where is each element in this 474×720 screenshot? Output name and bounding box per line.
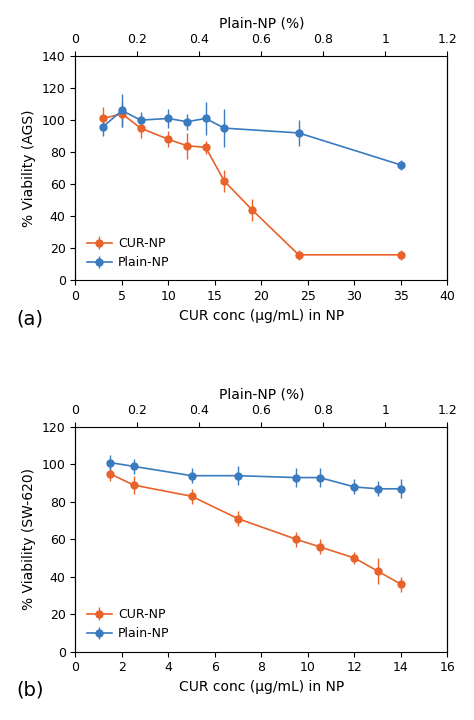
- X-axis label: Plain-NP (%): Plain-NP (%): [219, 388, 304, 402]
- X-axis label: CUR conc (μg/mL) in NP: CUR conc (μg/mL) in NP: [179, 309, 344, 323]
- Y-axis label: % Viability (SW-620): % Viability (SW-620): [22, 468, 36, 611]
- Y-axis label: % Viability (AGS): % Viability (AGS): [22, 109, 36, 227]
- X-axis label: CUR conc (μg/mL) in NP: CUR conc (μg/mL) in NP: [179, 680, 344, 694]
- X-axis label: Plain-NP (%): Plain-NP (%): [219, 17, 304, 31]
- Legend: CUR-NP, Plain-NP: CUR-NP, Plain-NP: [82, 603, 174, 645]
- Text: (b): (b): [16, 681, 44, 700]
- Text: (a): (a): [16, 310, 43, 328]
- Legend: CUR-NP, Plain-NP: CUR-NP, Plain-NP: [82, 232, 174, 274]
